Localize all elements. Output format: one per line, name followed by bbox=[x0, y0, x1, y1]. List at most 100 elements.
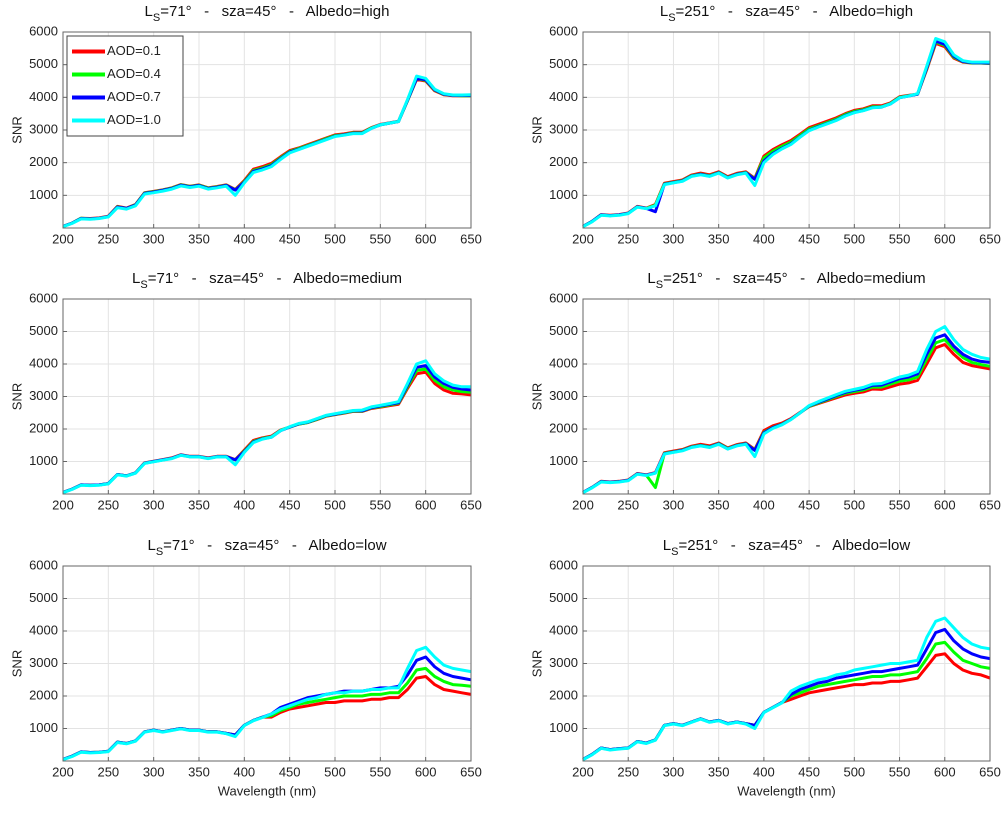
x-tick-label: 250 bbox=[97, 231, 119, 246]
legend: AOD=0.1 AOD=0.4 AOD=0.7 AOD=1.0 bbox=[66, 35, 184, 137]
title-part: =71° - sza=45° - Albedo=low bbox=[163, 537, 387, 554]
x-tick-label: 650 bbox=[979, 497, 1001, 512]
series-line bbox=[62, 359, 471, 495]
chart-title: LS=251° - sza=45° - Albedo=medium bbox=[647, 270, 925, 291]
y-tick-label: 6000 bbox=[549, 23, 578, 38]
subplot: 200 250 300 350 400 450 500 550 600 650 1000 2000 30… bbox=[529, 270, 1000, 512]
series-line bbox=[62, 74, 472, 229]
y-tick-label: 1000 bbox=[29, 453, 58, 468]
y-tick-label: 3000 bbox=[549, 121, 578, 136]
x-tick-label: 350 bbox=[188, 764, 210, 779]
x-tick-label: 550 bbox=[369, 231, 391, 246]
x-tick-label: 600 bbox=[934, 497, 956, 512]
subplot: 200 250 300 350 400 450 500 550 600 650 1000 2000 30… bbox=[529, 537, 1000, 798]
x-tick-label: 400 bbox=[233, 764, 255, 779]
title-part: L bbox=[663, 537, 671, 554]
y-tick-label: 4000 bbox=[549, 622, 578, 637]
x-tick-label: 500 bbox=[324, 231, 346, 246]
title-part: =251° - sza=45° - Albedo=high bbox=[676, 3, 914, 20]
x-tick-label: 400 bbox=[233, 231, 255, 246]
x-tick-label: 650 bbox=[460, 231, 482, 246]
y-tick-label: 3000 bbox=[549, 388, 578, 403]
y-tick-label: 3000 bbox=[549, 655, 578, 670]
legend-label: AOD=1.0 bbox=[107, 112, 161, 127]
y-tick-label: 3000 bbox=[29, 121, 58, 136]
plot-frame bbox=[582, 298, 991, 495]
x-tick-label: 200 bbox=[52, 497, 74, 512]
y-tick-label: 5000 bbox=[29, 56, 58, 71]
x-tick-label: 250 bbox=[97, 764, 119, 779]
x-tick-label: 350 bbox=[708, 231, 730, 246]
y-tick-label: 1000 bbox=[549, 453, 578, 468]
x-tick-label: 350 bbox=[188, 231, 210, 246]
plot-frame bbox=[582, 31, 991, 229]
chart-title: LS=71° - sza=45° - Albedo=medium bbox=[132, 270, 402, 291]
x-tick-label: 300 bbox=[143, 764, 165, 779]
y-tick-label: 4000 bbox=[29, 89, 58, 104]
title-part: L bbox=[132, 270, 140, 287]
x-tick-label: 400 bbox=[753, 764, 775, 779]
title-part: =71° - sza=45° - Albedo=medium bbox=[148, 270, 402, 287]
y-axis-label: SNR bbox=[9, 116, 24, 143]
x-tick-label: 600 bbox=[934, 764, 956, 779]
x-tick-label: 200 bbox=[572, 231, 594, 246]
x-tick-label: 650 bbox=[979, 231, 1001, 246]
x-tick-label: 200 bbox=[572, 764, 594, 779]
x-tick-label: 650 bbox=[979, 764, 1001, 779]
x-tick-label: 300 bbox=[663, 231, 685, 246]
x-tick-label: 200 bbox=[52, 231, 74, 246]
y-tick-label: 1000 bbox=[29, 720, 58, 735]
x-tick-label: 450 bbox=[798, 764, 820, 779]
y-tick-label: 2000 bbox=[549, 687, 578, 702]
title-part: S bbox=[668, 12, 675, 24]
x-tick-label: 450 bbox=[279, 231, 301, 246]
y-tick-label: 4000 bbox=[29, 355, 58, 370]
y-tick-label: 5000 bbox=[29, 590, 58, 605]
x-tick-label: 550 bbox=[889, 497, 911, 512]
x-tick-label: 450 bbox=[279, 497, 301, 512]
x-tick-label: 650 bbox=[460, 497, 482, 512]
x-tick-label: 550 bbox=[369, 497, 391, 512]
x-tick-label: 500 bbox=[843, 231, 865, 246]
x-tick-label: 500 bbox=[843, 764, 865, 779]
x-tick-label: 550 bbox=[889, 764, 911, 779]
x-tick-label: 450 bbox=[798, 497, 820, 512]
legend-label: AOD=0.7 bbox=[107, 89, 161, 104]
title-part: S bbox=[156, 546, 163, 558]
chart-title: LS=71° - sza=45° - Albedo=high bbox=[145, 3, 390, 24]
y-tick-label: 5000 bbox=[549, 56, 578, 71]
y-tick-label: 1000 bbox=[549, 187, 578, 202]
y-tick-label: 5000 bbox=[29, 323, 58, 338]
legend-label: AOD=0.4 bbox=[107, 66, 161, 81]
y-tick-label: 2000 bbox=[549, 154, 578, 169]
y-axis-label: SNR bbox=[9, 383, 24, 410]
y-tick-label: 2000 bbox=[549, 420, 578, 435]
x-tick-label: 500 bbox=[843, 497, 865, 512]
title-part: L bbox=[647, 270, 655, 287]
x-tick-label: 250 bbox=[617, 231, 639, 246]
x-tick-label: 500 bbox=[324, 497, 346, 512]
y-tick-label: 4000 bbox=[549, 89, 578, 104]
x-tick-label: 650 bbox=[460, 764, 482, 779]
chart-title: LS=251° - sza=45° - Albedo=high bbox=[660, 3, 913, 24]
x-tick-label: 400 bbox=[753, 497, 775, 512]
x-tick-label: 550 bbox=[889, 231, 911, 246]
y-axis-label: SNR bbox=[9, 650, 24, 677]
x-axis-label: Wavelength (nm) bbox=[218, 783, 317, 798]
y-axis-label: SNR bbox=[529, 116, 544, 143]
y-tick-label: 2000 bbox=[29, 154, 58, 169]
title-part: S bbox=[656, 279, 663, 291]
x-tick-label: 450 bbox=[798, 231, 820, 246]
title-part: L bbox=[147, 537, 155, 554]
series-line bbox=[582, 325, 991, 495]
x-tick-label: 600 bbox=[415, 231, 437, 246]
x-tick-label: 600 bbox=[934, 231, 956, 246]
chart-title: LS=251° - sza=45° - Albedo=low bbox=[663, 537, 911, 558]
plot-frame bbox=[582, 565, 991, 762]
y-tick-label: 1000 bbox=[549, 720, 578, 735]
y-axis-label: SNR bbox=[529, 383, 544, 410]
y-tick-label: 3000 bbox=[29, 655, 58, 670]
subplot: 200 250 300 350 400 450 500 550 600 650 1000 2000 30… bbox=[9, 270, 481, 512]
y-tick-label: 5000 bbox=[549, 590, 578, 605]
